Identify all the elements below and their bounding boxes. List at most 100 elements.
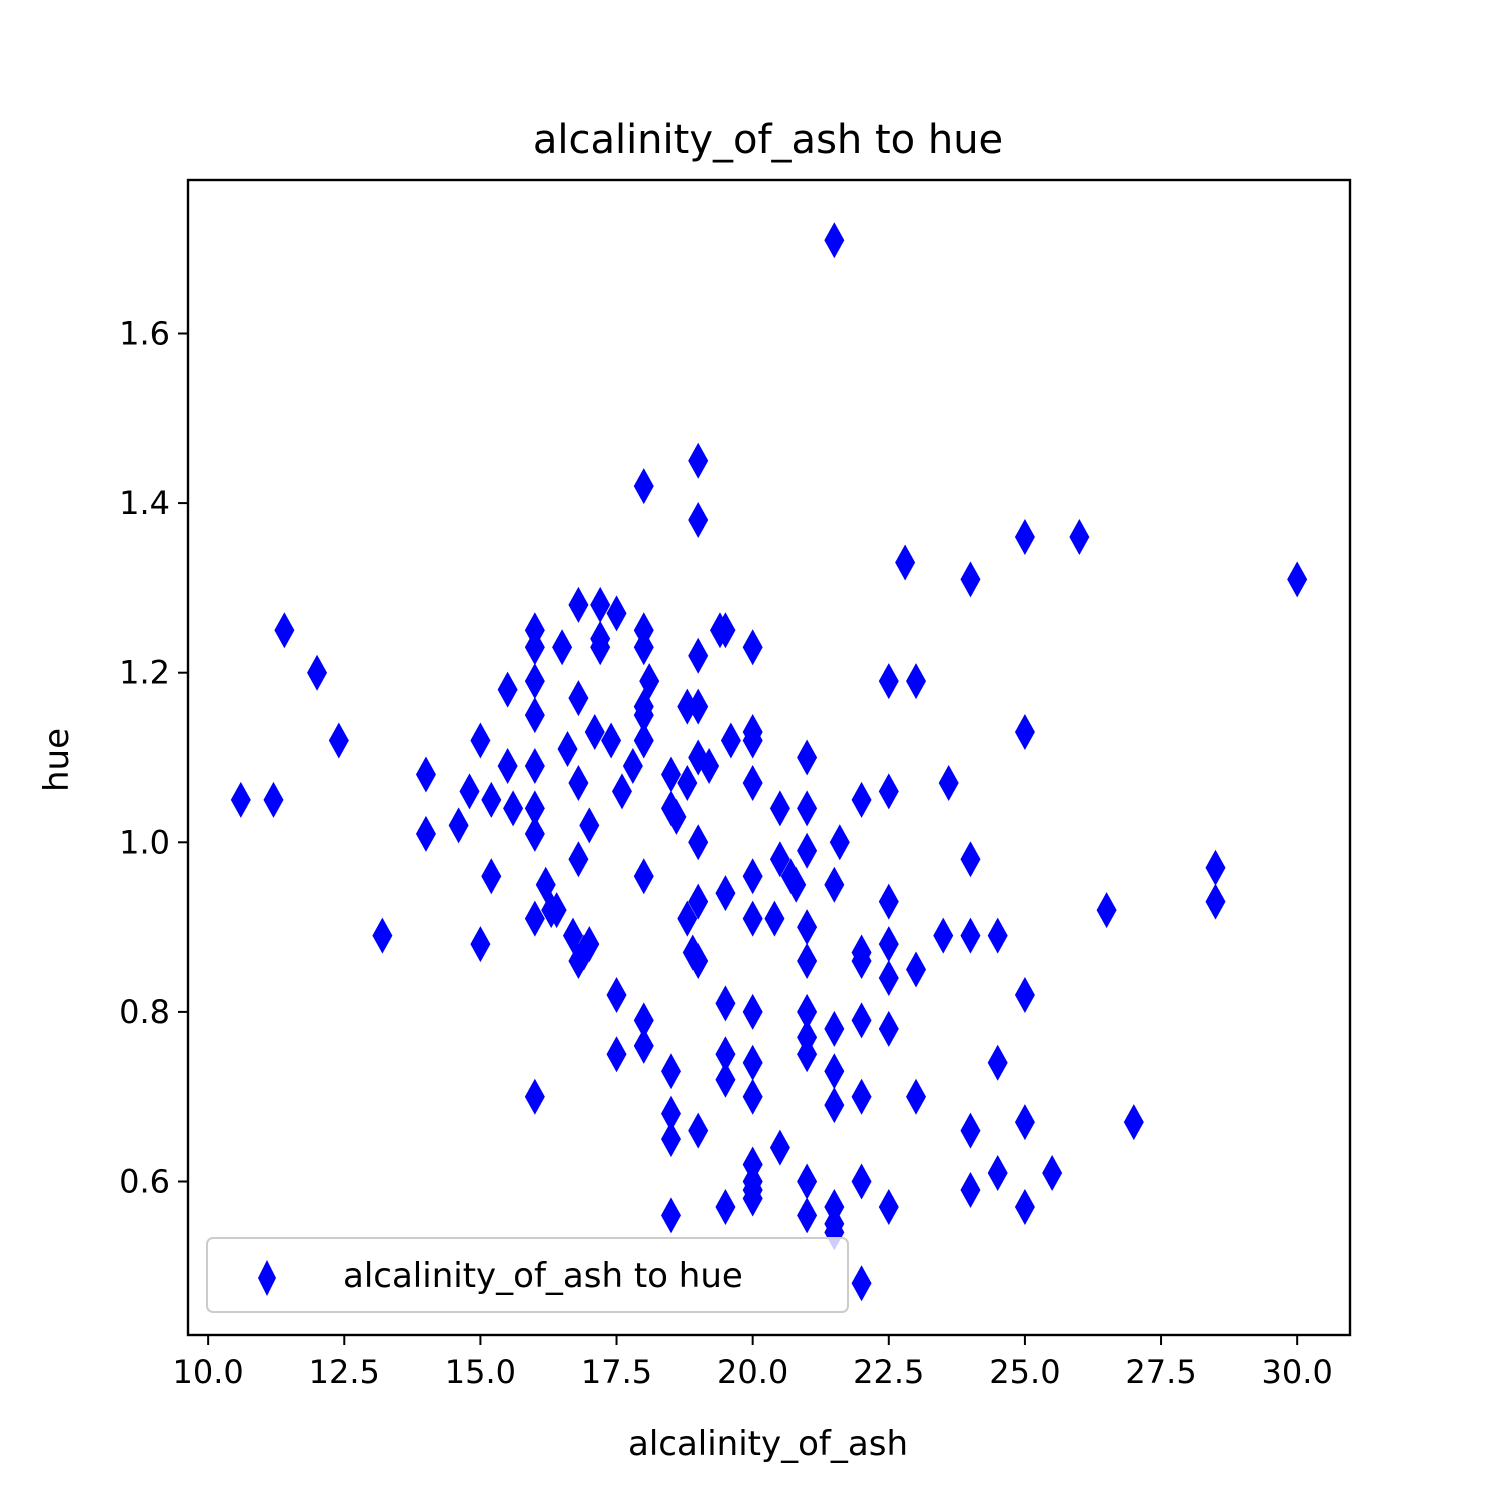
data-point: [906, 663, 927, 700]
data-point: [1014, 714, 1035, 751]
data-point: [1014, 1104, 1035, 1141]
data-point: [769, 841, 790, 878]
data-point: [715, 1036, 736, 1073]
data-point: [660, 1121, 681, 1158]
x-tick-label: 27.5: [1125, 1353, 1196, 1391]
x-tick-label: 20.0: [717, 1353, 788, 1391]
data-point: [851, 781, 872, 818]
data-point: [688, 1112, 709, 1149]
data-point: [639, 663, 660, 700]
data-point: [769, 1129, 790, 1166]
data-point: [688, 943, 709, 980]
data-point: [938, 764, 959, 801]
data-point: [415, 815, 436, 852]
data-point: [960, 1112, 981, 1149]
data-point: [448, 807, 469, 844]
data-point: [742, 900, 763, 937]
data-point: [660, 756, 681, 793]
data-point: [1287, 561, 1308, 598]
data-point: [797, 1197, 818, 1234]
data-point: [622, 747, 643, 784]
data-point: [263, 781, 284, 818]
data-point: [633, 858, 654, 895]
data-point: [688, 442, 709, 479]
data-point: [633, 1002, 654, 1039]
data-point: [786, 866, 807, 903]
data-point: [372, 917, 393, 954]
data-point: [851, 1163, 872, 1200]
x-axis-ticks: 10.0 12.5 15.0 17.5 20.0 22.5 25.0 27.5 30.0: [173, 1335, 1333, 1391]
data-point: [878, 1188, 899, 1225]
data-point: [797, 832, 818, 869]
data-point: [688, 824, 709, 861]
data-point: [307, 654, 328, 691]
y-axis-ticks: 0.6 0.8 1.0 1.2 1.4 1.6: [119, 314, 188, 1201]
data-point: [715, 1061, 736, 1098]
legend-marker-icon: [258, 1260, 276, 1296]
data-point: [328, 722, 349, 759]
data-point: [633, 629, 654, 666]
data-point: [797, 909, 818, 946]
data-point: [524, 815, 545, 852]
data-point: [579, 926, 600, 963]
data-point: [987, 917, 1008, 954]
data-point: [1014, 519, 1035, 556]
data-point: [960, 841, 981, 878]
x-tick-label: 15.0: [445, 1353, 516, 1391]
data-point: [824, 1087, 845, 1124]
data-point: [524, 697, 545, 734]
data-point: [1014, 976, 1035, 1013]
data-point: [606, 595, 627, 632]
data-point: [1096, 892, 1117, 929]
data-point: [590, 586, 611, 623]
data-point: [274, 612, 295, 649]
data-point: [960, 561, 981, 598]
data-point: [568, 586, 589, 623]
data-point: [415, 756, 436, 793]
x-axis-label: alcalinity_of_ash: [628, 1424, 908, 1464]
data-point: [584, 714, 605, 751]
data-point: [878, 959, 899, 996]
data-point: [497, 747, 518, 784]
data-point: [552, 629, 573, 666]
data-point: [524, 629, 545, 666]
data-point: [829, 824, 850, 861]
data-point: [906, 951, 927, 988]
data-point: [715, 875, 736, 912]
data-point: [660, 1053, 681, 1090]
data-point: [906, 1078, 927, 1115]
data-point: [481, 858, 502, 895]
data-point: [470, 926, 491, 963]
x-tick-label: 22.5: [853, 1353, 924, 1391]
data-point: [769, 790, 790, 827]
data-point: [633, 1027, 654, 1064]
y-tick-label: 0.6: [119, 1163, 170, 1201]
data-point: [660, 1197, 681, 1234]
data-point: [1014, 1188, 1035, 1225]
data-point: [524, 1078, 545, 1115]
data-point: [764, 900, 785, 937]
data-point: [666, 798, 687, 835]
data-point: [797, 993, 818, 1030]
data-point: [606, 1036, 627, 1073]
data-point: [688, 883, 709, 920]
data-point: [1205, 849, 1226, 886]
legend-box: [206, 1237, 849, 1313]
data-point: [797, 1036, 818, 1073]
data-point: [960, 1171, 981, 1208]
data-point: [503, 790, 524, 827]
data-point: [824, 1053, 845, 1090]
x-tick-label: 17.5: [581, 1353, 652, 1391]
data-point: [742, 993, 763, 1030]
data-point: [851, 1002, 872, 1039]
x-tick-label: 10.0: [173, 1353, 244, 1391]
data-point: [987, 1155, 1008, 1192]
data-point: [720, 722, 741, 759]
data-point: [568, 764, 589, 801]
data-point: [677, 764, 698, 801]
data-point: [481, 781, 502, 818]
data-point: [633, 697, 654, 734]
data-point: [677, 900, 698, 937]
data-point: [470, 722, 491, 759]
